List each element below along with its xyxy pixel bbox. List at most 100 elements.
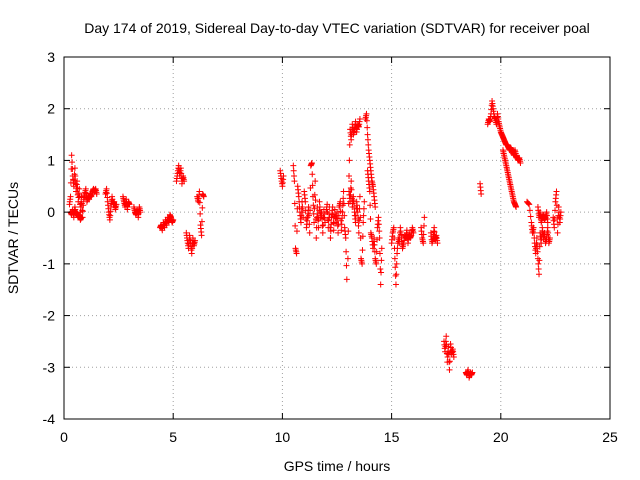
- data-point: [376, 250, 383, 257]
- data-point: [198, 218, 205, 225]
- data-point: [392, 264, 399, 271]
- data-point: [308, 160, 315, 167]
- data-point: [371, 241, 378, 248]
- data-point: [137, 209, 144, 216]
- data-point: [544, 224, 551, 231]
- data-point: [376, 228, 383, 235]
- data-point: [293, 250, 300, 257]
- data-point: [551, 224, 558, 231]
- data-point: [554, 229, 561, 236]
- data-point: [345, 228, 352, 235]
- data-point: [391, 255, 398, 262]
- x-tick-label: 5: [169, 429, 177, 445]
- data-point: [188, 250, 195, 257]
- data-point: [394, 250, 401, 257]
- data-point: [197, 210, 204, 217]
- data-point: [348, 178, 355, 185]
- x-tick-label: 20: [493, 429, 509, 445]
- data-point: [325, 217, 332, 224]
- data-point: [446, 359, 453, 366]
- data-point: [525, 200, 532, 207]
- y-tick-label: -1: [43, 256, 56, 272]
- data-point: [341, 212, 348, 219]
- data-point: [393, 260, 400, 267]
- data-point: [181, 178, 188, 185]
- data-point: [343, 276, 350, 283]
- data-point: [198, 232, 205, 239]
- data-point: [79, 208, 86, 215]
- data-point: [309, 182, 316, 189]
- data-point: [297, 219, 304, 226]
- data-point: [530, 224, 537, 231]
- data-point: [354, 209, 361, 216]
- data-point: [373, 248, 380, 255]
- data-point: [338, 221, 345, 228]
- data-point: [546, 235, 553, 241]
- y-tick-label: 2: [47, 101, 55, 117]
- data-point: [343, 248, 350, 255]
- data-point: [334, 209, 340, 216]
- data-point: [392, 281, 399, 288]
- y-tick-label: -3: [43, 359, 56, 375]
- data-point: [299, 203, 306, 210]
- data-point: [363, 110, 370, 117]
- data-point: [393, 271, 400, 278]
- data-point: [290, 167, 297, 174]
- data-point: [373, 260, 380, 267]
- data-points: [66, 97, 564, 381]
- data-point: [375, 221, 382, 228]
- data-point: [76, 185, 83, 192]
- data-point: [442, 338, 449, 345]
- data-point: [302, 198, 309, 205]
- data-point: [359, 260, 366, 267]
- data-point: [446, 358, 453, 365]
- data-point: [290, 162, 297, 169]
- data-point: [311, 219, 318, 226]
- data-point: [478, 191, 485, 198]
- data-point: [291, 178, 298, 185]
- data-point: [533, 245, 540, 252]
- data-point: [526, 207, 533, 214]
- data-point: [375, 214, 382, 221]
- data-point: [307, 207, 314, 214]
- data-point: [334, 216, 341, 223]
- data-point: [434, 240, 441, 247]
- y-axis-label: SDTVAR / TECUs: [5, 182, 21, 294]
- data-point: [309, 171, 316, 178]
- x-tick-label: 15: [384, 429, 400, 445]
- data-point: [69, 166, 76, 173]
- data-point: [338, 217, 345, 224]
- data-point: [306, 221, 313, 228]
- chart-title: Day 174 of 2019, Sidereal Day-to-day VTE…: [84, 20, 590, 36]
- data-point: [355, 222, 362, 229]
- data-point: [535, 266, 542, 273]
- data-point: [360, 212, 367, 219]
- data-point: [310, 202, 317, 209]
- data-point: [316, 203, 323, 210]
- plot-frame: [63, 56, 611, 420]
- data-point: [113, 201, 120, 208]
- y-tick-label: -4: [43, 411, 56, 427]
- data-point: [553, 188, 560, 195]
- data-point: [346, 172, 353, 179]
- data-point: [344, 255, 351, 262]
- data-point: [352, 212, 359, 219]
- data-point: [72, 180, 79, 187]
- data-point: [327, 235, 334, 241]
- data-point: [79, 207, 86, 214]
- data-point: [410, 229, 417, 236]
- data-point: [177, 165, 184, 172]
- data-point: [469, 369, 476, 376]
- data-point: [536, 257, 543, 264]
- data-point: [346, 157, 353, 164]
- data-point: [71, 165, 78, 172]
- data-point: [364, 124, 371, 131]
- data-point: [350, 193, 357, 200]
- data-point: [552, 207, 559, 214]
- data-point: [357, 214, 364, 221]
- data-point: [534, 248, 541, 255]
- data-point: [367, 202, 374, 209]
- data-point: [200, 193, 207, 200]
- data-point: [291, 200, 298, 207]
